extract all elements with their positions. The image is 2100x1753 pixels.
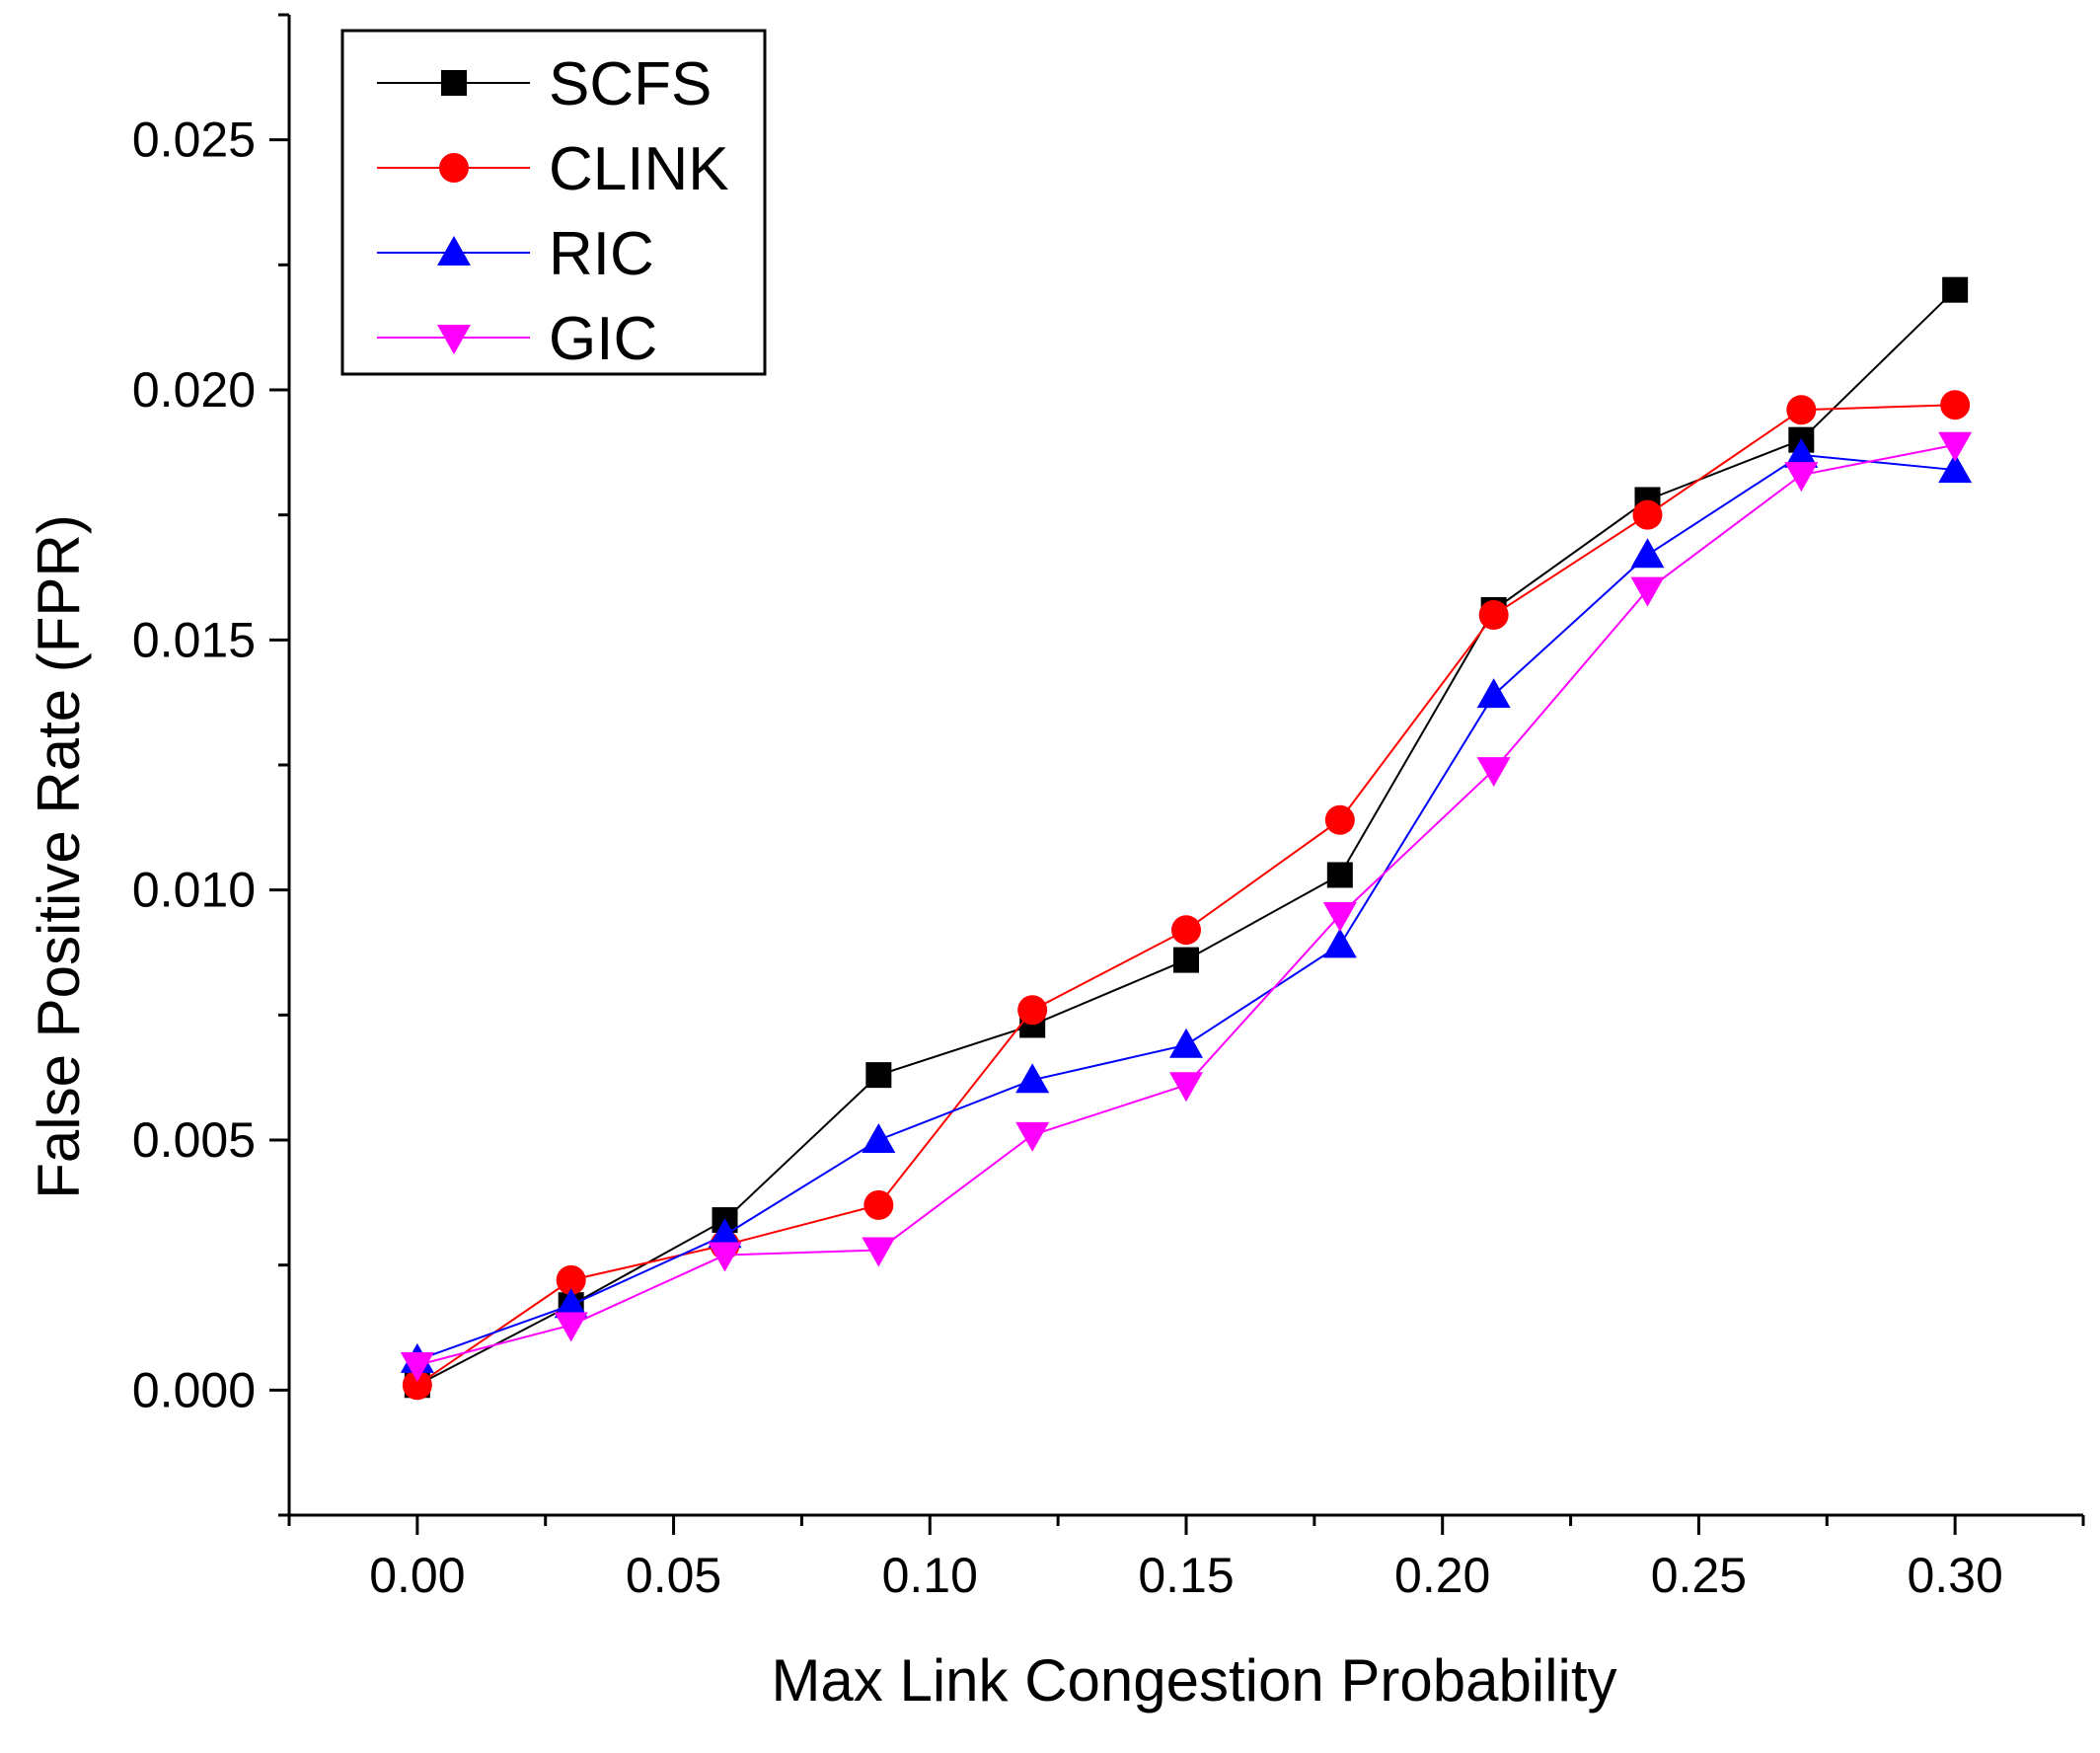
data-point-ric	[708, 1218, 742, 1249]
data-point-gic	[1015, 1121, 1050, 1152]
data-point-gic	[1938, 431, 1973, 462]
data-point-clink	[1171, 915, 1201, 946]
legend-item-clink: CLINK	[377, 135, 729, 203]
data-point-clink	[1478, 600, 1509, 630]
data-point-gic	[708, 1242, 742, 1272]
data-point-ric	[1169, 1028, 1203, 1058]
y-tick-label: 0.025	[132, 113, 256, 168]
data-point-gic	[554, 1312, 588, 1342]
y-tick-label: 0.005	[132, 1112, 256, 1168]
legend-item-scfs: SCFS	[377, 50, 712, 118]
series-layer	[400, 276, 1973, 1401]
legend-marker-clink	[439, 153, 469, 183]
data-point-clink	[1632, 499, 1663, 530]
data-point-scfs	[1173, 947, 1199, 973]
x-axis-ticks: 0.00 0.05 0.10 0.15 0.20 0.25 0.30	[287, 1515, 2085, 1603]
data-point-ric	[1015, 1063, 1050, 1094]
x-tick-label: 0.25	[1651, 1548, 1747, 1603]
data-point-scfs	[865, 1062, 892, 1089]
data-point-gic	[1476, 757, 1511, 788]
x-tick-label: 0.05	[626, 1548, 721, 1603]
data-point-gic	[1169, 1072, 1203, 1103]
data-point-gic	[862, 1237, 896, 1267]
x-axis-title: Max Link Congestion Probability	[771, 1647, 1616, 1714]
data-point-scfs	[1326, 862, 1353, 888]
legend-box	[340, 29, 767, 376]
legend-label-ric: RIC	[549, 220, 654, 288]
legend-item-ric: RIC	[377, 220, 654, 288]
data-point-gic	[1322, 902, 1357, 932]
data-point-clink	[1017, 995, 1048, 1026]
data-point-gic	[1630, 576, 1665, 607]
legend-item-gic: GIC	[377, 305, 657, 373]
data-point-ric	[554, 1288, 588, 1319]
legend-marker-scfs	[441, 70, 467, 96]
legend-marker-ric	[437, 236, 471, 266]
x-tick-label: 0.30	[1907, 1548, 2002, 1603]
data-point-ric	[1938, 453, 1973, 484]
legend-label-gic: GIC	[549, 305, 657, 373]
data-point-clink	[1940, 390, 1971, 420]
y-tick-label: 0.015	[132, 612, 256, 667]
x-tick-label: 0.20	[1394, 1548, 1490, 1603]
axes: 0.00 0.05 0.10 0.15 0.20 0.25 0.30 0.0000.0050…	[132, 13, 2085, 1603]
y-axis-title: False Positive Rate (FPR)	[26, 514, 92, 1199]
y-tick-label: 0.020	[132, 362, 256, 418]
legend-label-scfs: SCFS	[549, 50, 712, 118]
data-point-gic	[400, 1352, 434, 1382]
data-point-clink	[863, 1189, 894, 1220]
y-tick-label: 0.000	[132, 1362, 256, 1417]
data-point-clink	[402, 1370, 432, 1401]
data-point-gic	[1784, 462, 1819, 493]
data-point-ric	[1630, 538, 1665, 569]
legend-marker-gic	[437, 325, 471, 354]
y-axis-ticks: 0.000 0.005 0.010 0.015 0.020 0.025	[132, 13, 289, 1517]
legend: SCFS CLINK RIC GIC	[340, 29, 767, 376]
data-point-clink	[556, 1264, 586, 1295]
x-tick-label: 0.15	[1138, 1548, 1234, 1603]
data-point-ric	[1476, 678, 1511, 709]
data-point-clink	[1324, 804, 1355, 835]
x-tick-label: 0.00	[369, 1548, 465, 1603]
x-tick-label: 0.10	[882, 1548, 978, 1603]
y-tick-label: 0.010	[132, 863, 256, 918]
data-point-scfs	[1942, 276, 1969, 303]
data-point-ric	[1784, 437, 1819, 468]
data-point-ric	[862, 1123, 896, 1153]
legend-label-clink: CLINK	[549, 135, 729, 203]
series-gic	[400, 431, 1973, 1382]
data-point-ric	[1322, 928, 1357, 958]
data-point-clink	[1786, 395, 1817, 425]
